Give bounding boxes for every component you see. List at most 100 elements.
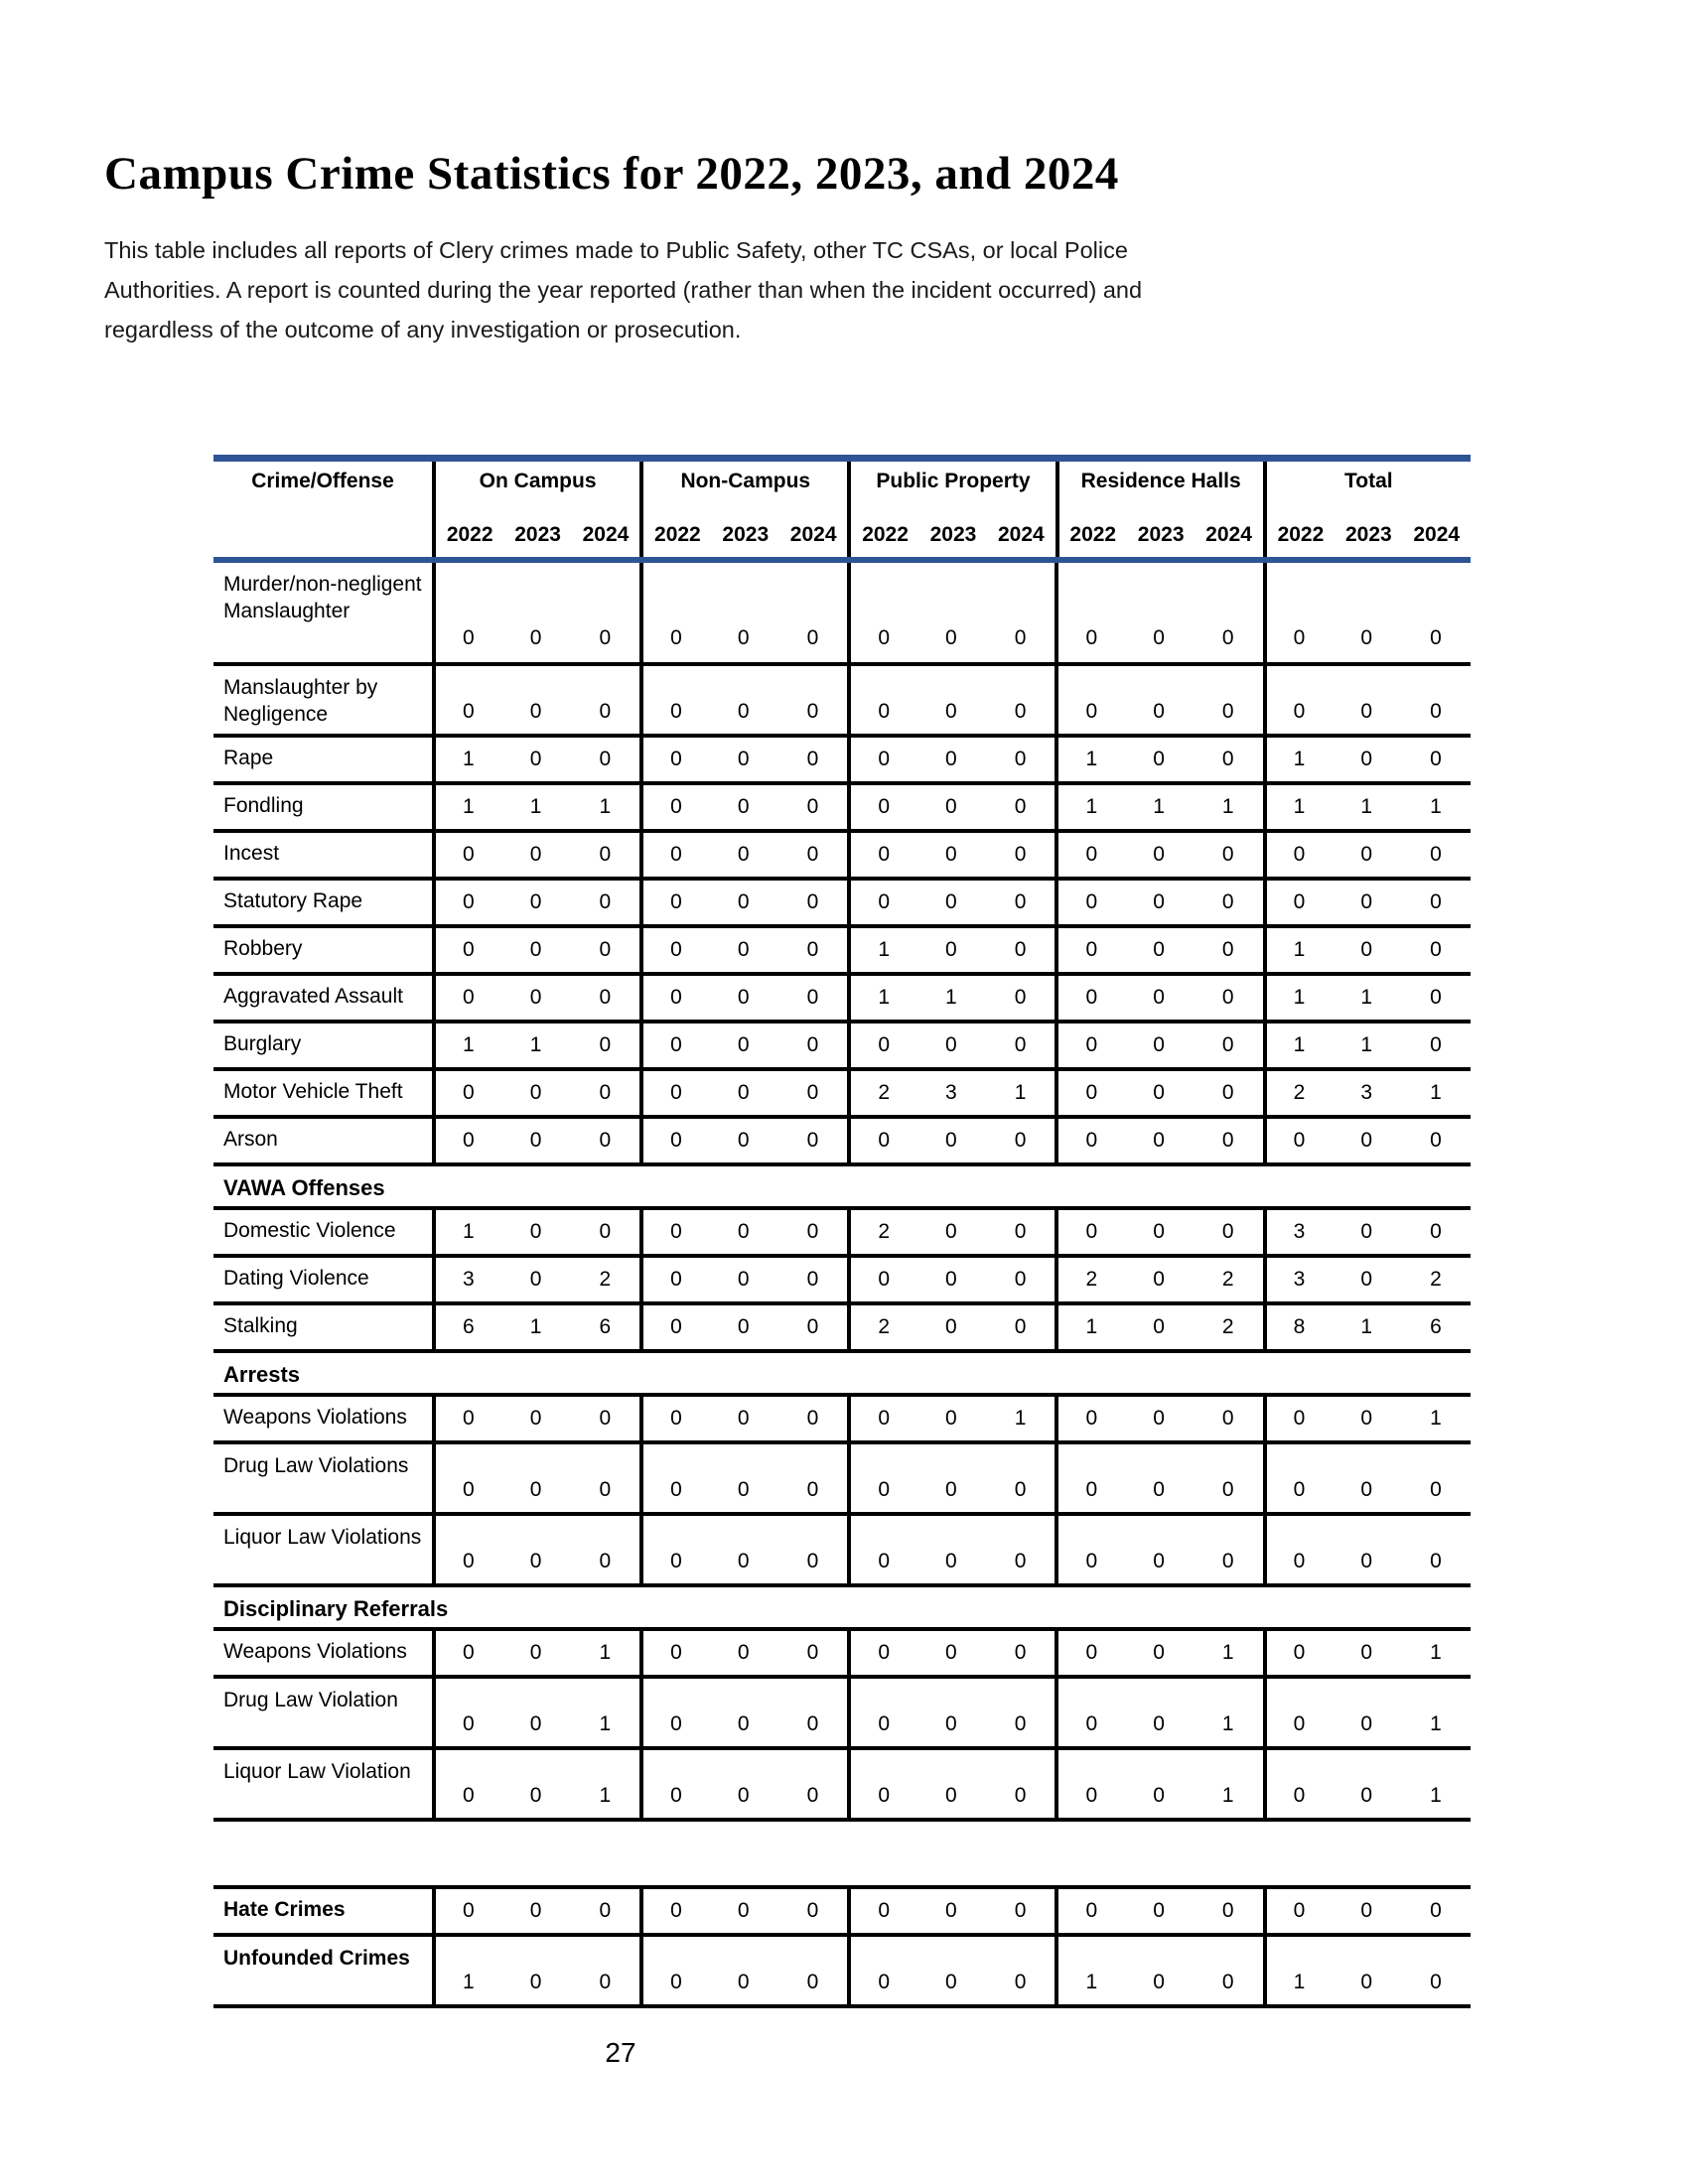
value-cell: 0 xyxy=(432,833,501,877)
value-cell: 0 xyxy=(639,1937,709,2004)
table-header: Crime/Offense On Campus 2022 2023 2024 Non-C… xyxy=(213,462,1471,563)
value-cell: 0 xyxy=(1360,1129,1373,1152)
table-row: Motor Vehicle Theft 0 0 0 0 0 0 2 3 1 0 0 0 2 3 1 xyxy=(213,1071,1471,1119)
value-cell: 0 xyxy=(737,1550,750,1572)
value-cell: 0 xyxy=(599,1407,612,1430)
value-cell: 1 xyxy=(432,785,501,829)
crime-label: Motor Vehicle Theft xyxy=(223,1079,403,1103)
value-cell: 0 xyxy=(1153,1268,1165,1291)
intro-paragraph: This table includes all reports of Clery… xyxy=(104,237,1143,342)
crime-label: Weapons Violations xyxy=(223,1405,407,1429)
value-cell: 0 xyxy=(639,1750,709,1818)
value-cell: 0 xyxy=(1153,1081,1165,1104)
value-cell: 0 xyxy=(1262,833,1333,877)
value-cell: 0 xyxy=(1014,626,1027,649)
value-cell: 0 xyxy=(1014,986,1027,1009)
crime-label: Drug Law Violations xyxy=(223,1454,409,1477)
value-cell: 0 xyxy=(1055,1071,1124,1115)
value-cell: 0 xyxy=(1360,1220,1373,1243)
value-cell: 0 xyxy=(1014,1478,1027,1501)
value-cell: 1 xyxy=(1262,738,1333,781)
value-cell: 1 xyxy=(1055,738,1124,781)
value-cell: 0 xyxy=(599,1971,612,1993)
value-cell: 0 xyxy=(1221,700,1234,723)
value-cell: 0 xyxy=(737,890,750,913)
value-cell: 0 xyxy=(639,738,709,781)
year-header: 2023 xyxy=(514,523,561,546)
value-cell: 0 xyxy=(737,1899,750,1922)
value-cell: 0 xyxy=(1055,1516,1124,1583)
value-cell: 0 xyxy=(1360,890,1373,913)
table-row: Rape 1 0 0 0 0 0 0 0 0 1 0 0 1 0 0 xyxy=(213,738,1471,785)
value-cell: 0 xyxy=(432,881,501,924)
value-cell: 0 xyxy=(1430,1899,1442,1922)
year-header-row: 2022 2023 2024 xyxy=(851,523,1055,547)
value-cell: 0 xyxy=(945,1971,957,1993)
value-cell: 1 xyxy=(1360,795,1373,818)
column-group-header: Total 2022 2023 2024 xyxy=(1262,462,1471,557)
value-cell: 0 xyxy=(806,938,819,961)
column-group-title: Total xyxy=(1344,470,1393,492)
value-cell: 0 xyxy=(1360,748,1373,770)
value-cell: 1 xyxy=(1014,1081,1027,1104)
table-row: Aggravated Assault 0 0 0 0 0 0 1 1 0 0 0 0 1 1 0 xyxy=(213,976,1471,1024)
year-header-row: 2022 2023 2024 xyxy=(1059,523,1263,547)
value-cell: 1 xyxy=(1262,928,1333,972)
value-cell: 0 xyxy=(599,1081,612,1104)
table-row: Incest 0 0 0 0 0 0 0 0 0 0 0 0 0 0 0 xyxy=(213,833,1471,881)
value-cell: 0 xyxy=(847,1679,916,1746)
value-cell: 8 xyxy=(1262,1305,1333,1349)
value-cell: 0 xyxy=(847,666,916,734)
value-cell: 0 xyxy=(806,843,819,866)
crime-label: Rape xyxy=(223,746,274,769)
table-row: Unfounded Crimes 1 0 0 0 0 0 0 0 0 1 0 0 1 0 0 xyxy=(213,1937,1471,2008)
value-cell: 0 xyxy=(639,1397,709,1440)
value-cell: 0 xyxy=(737,1971,750,1993)
value-cell: 0 xyxy=(639,881,709,924)
value-cell: 2 xyxy=(847,1210,916,1254)
value-cell: 0 xyxy=(1262,666,1333,734)
value-cell: 0 xyxy=(1055,1024,1124,1067)
value-cell: 0 xyxy=(1360,1407,1373,1430)
value-cell: 0 xyxy=(529,843,542,866)
value-cell: 0 xyxy=(1262,1889,1333,1933)
value-cell: 0 xyxy=(806,1081,819,1104)
value-cell: 1 xyxy=(1430,795,1442,818)
year-header: 2023 xyxy=(929,523,977,546)
year-header: 2022 xyxy=(446,523,493,546)
value-cell: 0 xyxy=(432,1889,501,1933)
value-cell: 0 xyxy=(639,1679,709,1746)
value-cell: 0 xyxy=(1055,1397,1124,1440)
value-cell: 0 xyxy=(1221,626,1234,649)
value-cell: 0 xyxy=(1221,1899,1234,1922)
column-group-header: Residence Halls 2022 2023 2024 xyxy=(1055,462,1263,557)
value-cell: 0 xyxy=(432,928,501,972)
value-cell: 0 xyxy=(599,986,612,1009)
value-cell: 0 xyxy=(1360,1641,1373,1664)
value-cell: 1 xyxy=(599,795,612,818)
value-cell: 0 xyxy=(1014,1268,1027,1291)
value-cell: 0 xyxy=(432,666,501,734)
value-cell: 0 xyxy=(432,1631,501,1675)
value-cell: 0 xyxy=(529,1129,542,1152)
value-cell: 1 xyxy=(599,1641,612,1664)
value-cell: 0 xyxy=(945,795,957,818)
value-cell: 0 xyxy=(737,700,750,723)
value-cell: 0 xyxy=(432,976,501,1020)
value-cell: 0 xyxy=(529,1784,542,1807)
value-cell: 0 xyxy=(945,1899,957,1922)
table-row: Drug Law Violations 0 0 0 0 0 0 0 0 0 0 0 0 0 0 0 xyxy=(213,1444,1471,1516)
column-group-header: Public Property 2022 2023 2024 xyxy=(847,462,1055,557)
spacer-row xyxy=(213,1822,1471,1889)
value-cell: 0 xyxy=(432,1750,501,1818)
value-cell: 0 xyxy=(1153,1550,1165,1572)
value-cell: 0 xyxy=(599,626,612,649)
value-cell: 0 xyxy=(1014,1712,1027,1735)
crime-label: Liquor Law Violations xyxy=(223,1526,422,1549)
value-cell: 0 xyxy=(806,1784,819,1807)
value-cell: 0 xyxy=(529,1220,542,1243)
value-cell: 1 xyxy=(1153,795,1165,818)
value-cell: 0 xyxy=(806,1971,819,1993)
value-cell: 0 xyxy=(529,748,542,770)
value-cell: 1 xyxy=(1360,1315,1373,1338)
